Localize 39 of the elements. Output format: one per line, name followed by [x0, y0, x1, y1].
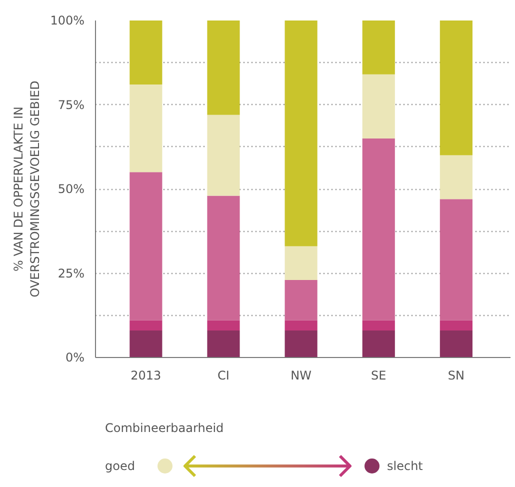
bar	[284, 330, 318, 358]
bar	[440, 199, 472, 320]
y-tick-label: 0%	[65, 350, 85, 364]
y-tick-label: 25%	[58, 266, 84, 280]
x-tick-label: CI	[218, 368, 230, 382]
x-tick-label: SE	[371, 368, 386, 382]
bar	[440, 155, 472, 200]
bar	[130, 330, 162, 358]
bar	[362, 20, 395, 74]
text: goed	[105, 459, 135, 473]
bar	[362, 138, 395, 320]
bar	[284, 246, 318, 280]
bar	[440, 20, 472, 156]
y-tick-label: 50%	[58, 182, 84, 196]
bar	[207, 114, 240, 196]
bar	[130, 320, 162, 331]
x-tick-label: 2013	[130, 368, 162, 382]
x-tick-label: NW	[290, 368, 312, 382]
y-tick-label: 100%	[50, 14, 85, 28]
bar	[130, 84, 162, 172]
bar	[362, 320, 395, 331]
y-tick-label: 75%	[58, 98, 84, 112]
bar	[207, 20, 240, 115]
y-axis-title: % VAN DE OPPERVLAKTE IN OVERSTROMINGSGEVOELIG GEBIED	[11, 80, 42, 298]
bar	[207, 320, 240, 331]
bar	[284, 320, 318, 331]
bar	[362, 330, 395, 358]
bar	[130, 172, 162, 320]
bar	[207, 196, 240, 320]
bar	[440, 330, 472, 358]
bar	[362, 74, 395, 138]
bar	[207, 330, 240, 358]
text: slecht	[387, 459, 424, 473]
bar	[130, 20, 162, 85]
bar	[440, 320, 472, 331]
bar	[284, 280, 318, 320]
x-tick-label: SN	[448, 368, 464, 382]
legend-title: Combineerbaarheid	[105, 421, 224, 435]
bar	[284, 20, 318, 246]
